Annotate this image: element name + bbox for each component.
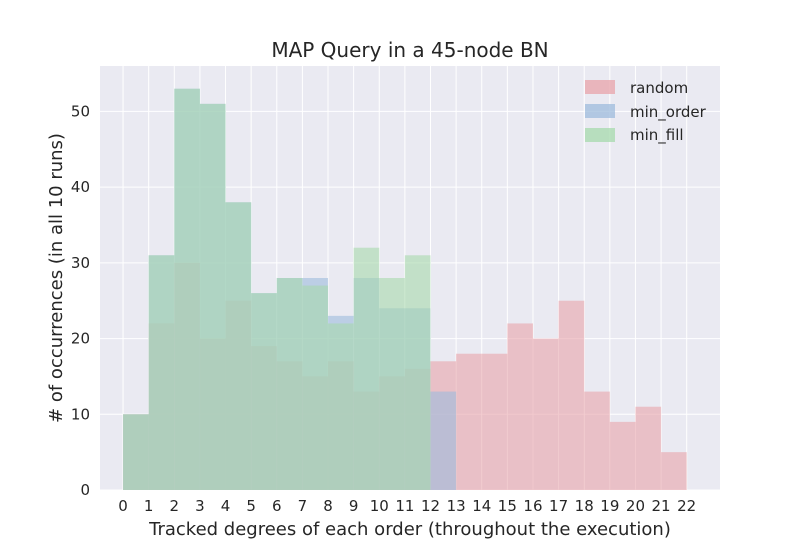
bar-min-fill	[123, 414, 149, 490]
bar-random	[661, 452, 687, 490]
bar-min-fill	[225, 202, 252, 491]
bar-min-fill	[353, 247, 380, 490]
tick-labels: 0 1 2 3 4 5 6 7 8 9 10 11 12 13 14 15 16 17 18 19 20 21 220102…	[71, 102, 696, 515]
legend-label-min-fill: min_fill	[630, 126, 684, 145]
x-tick-label: 20	[626, 497, 645, 515]
x-tick-label: 11	[395, 497, 414, 515]
x-tick-label: 2	[170, 497, 180, 515]
bar-random	[635, 406, 662, 490]
x-tick-label: 22	[677, 497, 696, 515]
x-tick-label: 1	[144, 497, 154, 515]
y-tick-label: 30	[71, 254, 90, 272]
bar-random	[609, 421, 636, 490]
x-tick-label: 6	[272, 497, 282, 515]
x-tick-label: 13	[447, 497, 466, 515]
x-tick-label: 14	[472, 497, 491, 515]
y-tick-label: 10	[71, 405, 90, 423]
bar-random	[532, 338, 559, 490]
legend-label-min-order: min_order	[630, 103, 707, 122]
x-tick-label: 7	[298, 497, 308, 515]
bar-min-fill	[404, 255, 431, 490]
x-tick-label: 21	[652, 497, 671, 515]
bar-min-fill	[174, 88, 200, 490]
x-tick-label: 10	[370, 497, 389, 515]
y-tick-label: 20	[71, 330, 90, 348]
bar-min-fill	[302, 285, 329, 490]
x-tick-label: 5	[246, 497, 256, 515]
y-tick-label: 50	[71, 102, 90, 120]
legend-swatch-random	[585, 80, 615, 94]
x-axis-label: Tracked degrees of each order (throughou…	[148, 519, 671, 540]
x-tick-label: 4	[221, 497, 231, 515]
x-tick-label: 9	[349, 497, 359, 515]
bar-random	[507, 323, 533, 490]
bar-random	[584, 391, 610, 490]
x-tick-label: 18	[575, 497, 594, 515]
y-tick-label: 0	[80, 481, 90, 499]
x-tick-label: 19	[600, 497, 619, 515]
x-tick-label: 15	[498, 497, 517, 515]
bar-min-fill	[199, 103, 226, 490]
legend-swatch-min-order	[585, 104, 615, 118]
chart-title: MAP Query in a 45-node BN	[271, 38, 548, 62]
legend: random min_order min_fill	[585, 79, 707, 145]
bars	[123, 88, 687, 491]
bar-min-fill	[276, 278, 303, 490]
bar-min-fill	[251, 293, 277, 490]
x-tick-label: 12	[421, 497, 440, 515]
bar-random	[558, 300, 585, 490]
legend-swatch-min-fill	[585, 128, 615, 142]
bar-min-fill	[148, 255, 175, 490]
bar-min-fill	[328, 323, 354, 490]
x-tick-label: 0	[118, 497, 128, 515]
bar-random	[481, 353, 508, 490]
bar-min-order	[430, 391, 457, 490]
bar-random	[456, 353, 482, 490]
bar-min-fill	[379, 278, 405, 490]
x-tick-label: 8	[323, 497, 333, 515]
x-tick-label: 17	[549, 497, 568, 515]
y-axis-label: # of occurrences (in all 10 runs)	[46, 133, 67, 423]
x-tick-label: 3	[195, 497, 205, 515]
x-tick-label: 16	[523, 497, 542, 515]
y-tick-label: 40	[71, 178, 90, 196]
legend-label-random: random	[630, 79, 688, 97]
